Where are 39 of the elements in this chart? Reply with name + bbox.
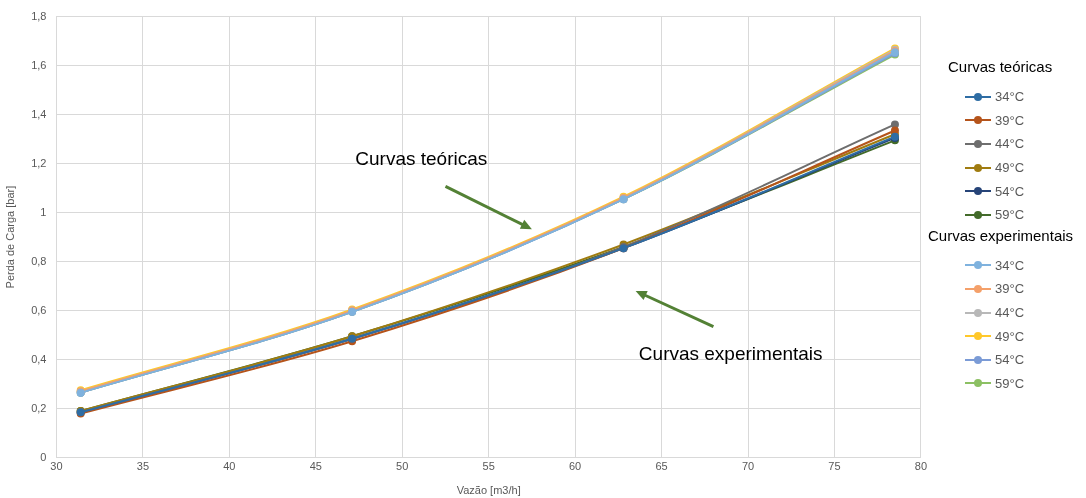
annotation: Curvas teóricas	[355, 148, 488, 170]
x-tick-label: 50	[396, 460, 409, 473]
legend-label: 44°C	[995, 136, 1025, 152]
x-tick-label: 40	[223, 460, 236, 473]
y-tick-label: 0	[40, 450, 47, 463]
y-tick-label: 1,4	[31, 107, 47, 120]
legend-label: 54°C	[995, 352, 1025, 368]
x-tick-label: 65	[655, 460, 668, 473]
legend-label: 34°C	[995, 89, 1025, 105]
legend-label: 39°C	[995, 281, 1025, 297]
y-tick-label: 1	[40, 205, 47, 218]
legend-label: 39°C	[995, 112, 1025, 128]
legend-label: 54°C	[995, 183, 1025, 199]
legend-label: 44°C	[995, 305, 1025, 321]
legend-label: 59°C	[995, 207, 1025, 223]
legend-label: 34°C	[995, 257, 1025, 273]
x-tick-label: 60	[569, 460, 582, 473]
x-tick-label: 55	[482, 460, 495, 473]
y-tick-label: 0,2	[31, 401, 47, 414]
y-tick-label: 1,8	[31, 9, 47, 22]
y-tick-label: 0,6	[31, 303, 47, 316]
y-tick-label: 1,2	[31, 156, 47, 169]
annotation: Curvas experimentais	[638, 342, 823, 364]
x-tick-label: 70	[741, 460, 755, 473]
x-tick-label: 30	[50, 460, 63, 473]
legend-label: 49°C	[995, 160, 1025, 176]
y-tick-label: 0,4	[31, 352, 47, 365]
legend-label: 49°C	[995, 328, 1025, 344]
y-tick-label: 0,8	[31, 254, 47, 267]
x-tick-label: 45	[309, 460, 322, 473]
x-tick-label: 75	[828, 460, 841, 473]
y-axis-title: Perda de Carga [bar]	[3, 185, 16, 289]
x-tick-label: 35	[136, 460, 150, 473]
y-tick-label: 1,6	[31, 58, 47, 71]
x-tick-label: 80	[914, 460, 928, 473]
x-axis-title: Vazão [m3/h]	[456, 484, 521, 497]
text: Curvas teóricas	[948, 58, 1054, 75]
legend-label: 59°C	[995, 375, 1025, 391]
text: Curvas experimentais	[928, 226, 1075, 244]
